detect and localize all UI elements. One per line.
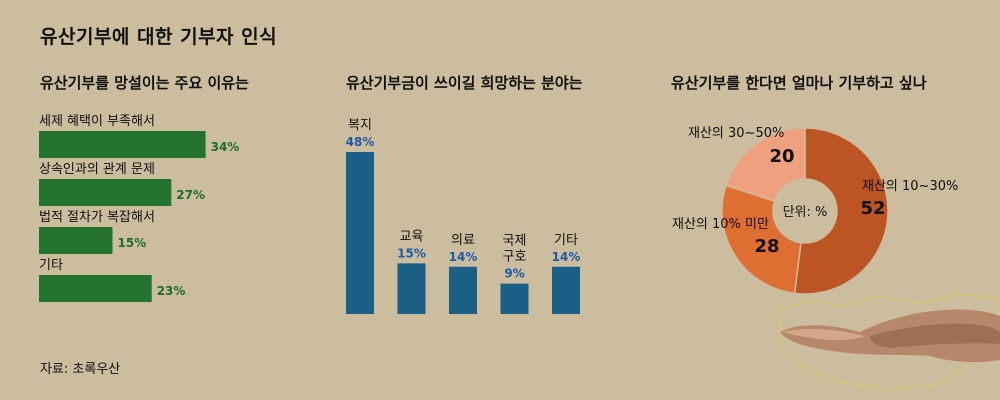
donut-hole	[774, 180, 836, 242]
bar-value-label: 14%	[552, 250, 581, 264]
donut-slice	[793, 127, 889, 295]
slice-label: 재산의 30~50%	[688, 126, 784, 141]
bar-category-label: 의료	[451, 233, 475, 248]
bar-value-label: 9%	[504, 267, 524, 281]
bar-value-label: 23%	[157, 284, 186, 298]
bar-category-label: 상속인과의 관계 문제	[39, 162, 155, 177]
bar-value-label: 15%	[118, 236, 147, 250]
bar	[500, 283, 529, 314]
slice-value: 28	[754, 236, 779, 257]
bar	[449, 266, 477, 314]
bar-category-label: 기타	[554, 233, 578, 248]
bar	[346, 152, 374, 314]
amount-chart-title: 유산기부를 한다면 얼마나 기부하고 싶나	[671, 74, 927, 92]
donut-slice	[725, 127, 806, 203]
bar-value-label: 34%	[211, 140, 240, 154]
open-hand-image	[777, 293, 1000, 391]
bar	[39, 227, 113, 254]
fields-chart-title: 유산기부금이 쓰이길 희망하는 분야는	[346, 74, 583, 92]
bar-category-label: 기타	[39, 258, 63, 273]
slice-value: 52	[860, 198, 885, 219]
bar-category-label: 세제 혜택이 부족해서	[39, 114, 155, 129]
donut-unit-label: 단위: %	[783, 205, 828, 220]
page-title: 유산기부에 대한 기부자 인식	[40, 26, 278, 48]
source-note: 자료: 초록우산	[40, 362, 121, 377]
slice-value: 20	[769, 146, 794, 167]
bar-category-label: 복지	[348, 118, 372, 133]
bar	[552, 266, 580, 314]
bar-value-label: 27%	[176, 188, 205, 202]
bar-category-label: 구호	[503, 250, 527, 265]
bar	[39, 275, 152, 302]
donut-slice	[721, 184, 802, 295]
bar	[397, 263, 426, 314]
bar-category-label: 법적 절차가 복잡해서	[39, 210, 155, 225]
bar-value-label: 14%	[449, 250, 478, 264]
reasons-chart-title: 유산기부를 망설이는 주요 이유는	[40, 74, 249, 92]
bar-category-label: 교육	[400, 229, 424, 244]
bar-category-label: 국제	[503, 234, 527, 249]
slice-label: 재산의 10% 미만	[672, 217, 769, 232]
slice-label: 재산의 10~30%	[862, 179, 958, 194]
bar-value-label: 48%	[346, 135, 375, 149]
bar-value-label: 15%	[397, 246, 426, 260]
bar	[39, 179, 172, 206]
bar	[39, 131, 206, 158]
